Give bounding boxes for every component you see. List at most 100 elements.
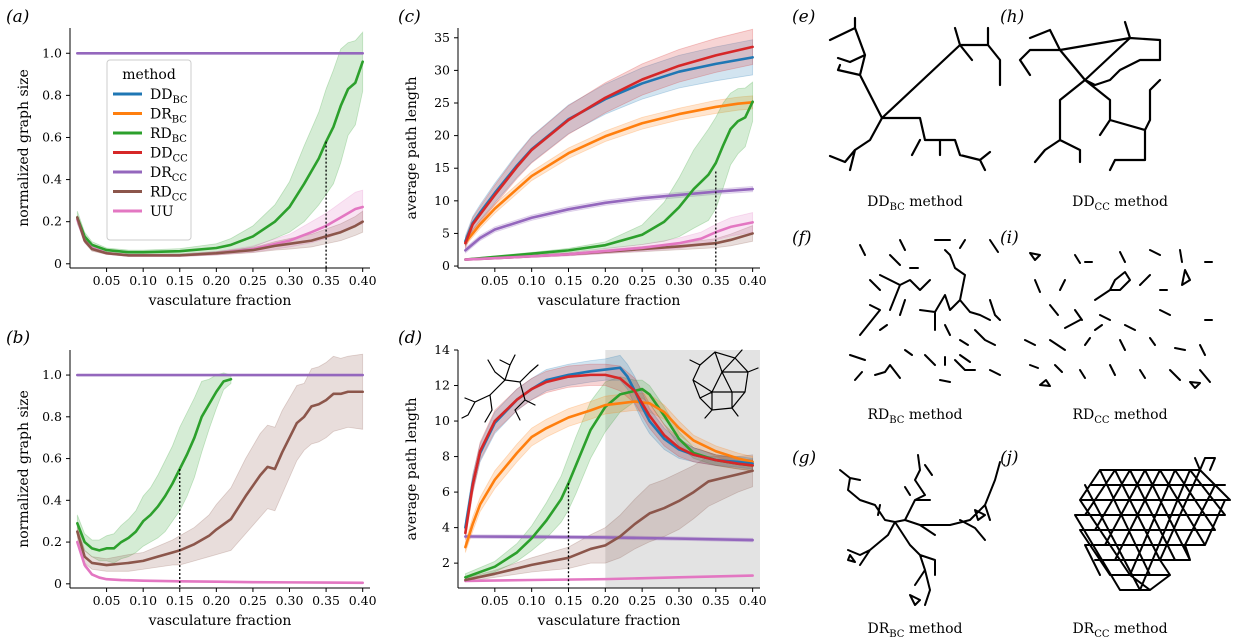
y-tick-label: 0.6 [42,129,62,144]
x-tick-label: 0.40 [739,273,767,288]
x-tick-label: 0.15 [555,593,583,608]
y-tick-label: 20 [434,128,450,143]
x-tick-label: 0.05 [481,273,509,288]
legend-label: DDCC [150,146,188,165]
x-axis-title: vasculature fraction [148,613,292,629]
series-line-uu [76,540,364,585]
band-dd-bc [464,354,754,535]
series-line-dd-cc [464,373,754,535]
legend-label: RDBC [150,126,187,145]
caption-rd-bc: RDBC method [868,407,963,426]
network-diagram-dd-bc [828,16,1002,172]
band-dr-bc [464,95,754,247]
series-line-rd-bc [76,377,233,552]
x-tick-label: 0.30 [276,273,304,288]
band-uu [464,212,754,261]
y-tick-label: 4 [442,520,450,535]
x-tick-label: 0.30 [276,593,304,608]
panel-c-chart: 0.05 0.10 0.15 0.20 0.25 0.30 0.35 0.40 0 5 10 15 20… [404,28,767,309]
x-tick-label: 0.25 [239,273,267,288]
band-rd-bc [76,31,364,255]
x-tick-label: 0.35 [312,273,340,288]
y-tick-label: 0.8 [42,409,62,424]
x-tick-label: 0.05 [481,593,509,608]
series-line-dr-cc [464,187,754,252]
x-tick-label: 0.35 [312,593,340,608]
network-diagram-rd-bc [849,239,1001,383]
x-tick-label: 0.20 [591,593,619,608]
x-tick-label: 0.35 [702,593,730,608]
legend-label: UU [150,204,174,220]
x-tick-label: 0.20 [202,593,230,608]
svg-text:DRCC method: DRCC method [1072,621,1167,640]
x-axis-title: vasculature fraction [537,613,681,629]
series-line-dd-cc [464,45,754,245]
inset-mesh-network [689,349,759,419]
x-tick-label: 0.40 [349,273,377,288]
x-tick-label: 0.40 [739,593,767,608]
x-tick-label: 0.25 [628,273,656,288]
legend-label: DDBC [150,87,188,106]
y-axis-title: average path length [404,76,420,219]
panel-label-c: (c) [398,7,421,27]
band-rd-bc [76,372,232,564]
shaded-region [605,350,760,588]
x-tick-label: 0.30 [665,273,693,288]
y-tick-label: 1.0 [42,367,62,382]
series-line-uu [464,574,754,583]
series-line-dr-bc [464,400,754,549]
network-diagram-dd-cc [1018,20,1162,172]
panel-label-g: (g) [792,448,816,468]
y-tick-label: 35 [434,30,450,45]
panel-label-j: (j) [1000,448,1019,468]
x-tick-label: 0.10 [129,593,157,608]
x-tick-label: 0.10 [518,593,546,608]
panel-label-d: (d) [398,328,422,348]
panel-label-h: (h) [1000,7,1024,27]
y-tick-label: 0 [54,576,62,591]
y-tick-label: 0.2 [42,534,62,549]
panel-label-a: (a) [6,7,29,27]
band-dd-bc [464,39,754,247]
svg-text:DDCC method: DDCC method [1072,194,1168,213]
band-rd-cc [464,454,754,583]
x-tick-label: 0.25 [628,593,656,608]
y-tick-label: 8 [442,449,450,464]
panel-label-i: (i) [1000,228,1019,248]
y-tick-label: 1.0 [42,45,62,60]
network-diagram-dr-cc [1074,457,1231,591]
series-line-rd-cc [76,216,364,257]
y-tick-label: 0.4 [42,492,62,507]
x-tick-label: 0.35 [702,273,730,288]
x-axis-title: vasculature fraction [148,293,292,309]
svg-text:DDBC method: DDBC method [867,194,963,213]
caption-dr-cc: DRCC method [1072,621,1167,640]
y-tick-label: 0.2 [42,214,62,229]
panel-label-e: (e) [792,7,815,27]
network-diagram-dr-bc [839,454,1001,606]
series-line-rd-bc [464,387,754,579]
series-line-rd-cc [464,469,754,582]
x-tick-label: 0.10 [518,273,546,288]
y-tick-label: 30 [434,62,450,77]
x-tick-label: 0.20 [202,273,230,288]
inset-tree-network [461,354,539,423]
y-tick-label: 25 [434,95,450,110]
y-tick-label: 0.6 [42,451,62,466]
svg-text:RDBC method: RDBC method [868,407,963,426]
x-tick-label: 0.20 [591,273,619,288]
y-tick-label: 14 [434,342,450,357]
y-axis-title: normalized graph size [16,69,32,227]
panel-label-b: (b) [6,328,30,348]
x-tick-label: 0.15 [166,593,194,608]
legend-box [106,59,192,241]
series-line-dr-bc [464,101,754,244]
y-tick-label: 10 [434,413,450,428]
y-tick-label: 0 [442,258,450,273]
legend-label: RDCC [150,185,187,204]
caption-dd-cc: DDCC method [1072,194,1168,213]
x-tick-label: 0.15 [555,273,583,288]
